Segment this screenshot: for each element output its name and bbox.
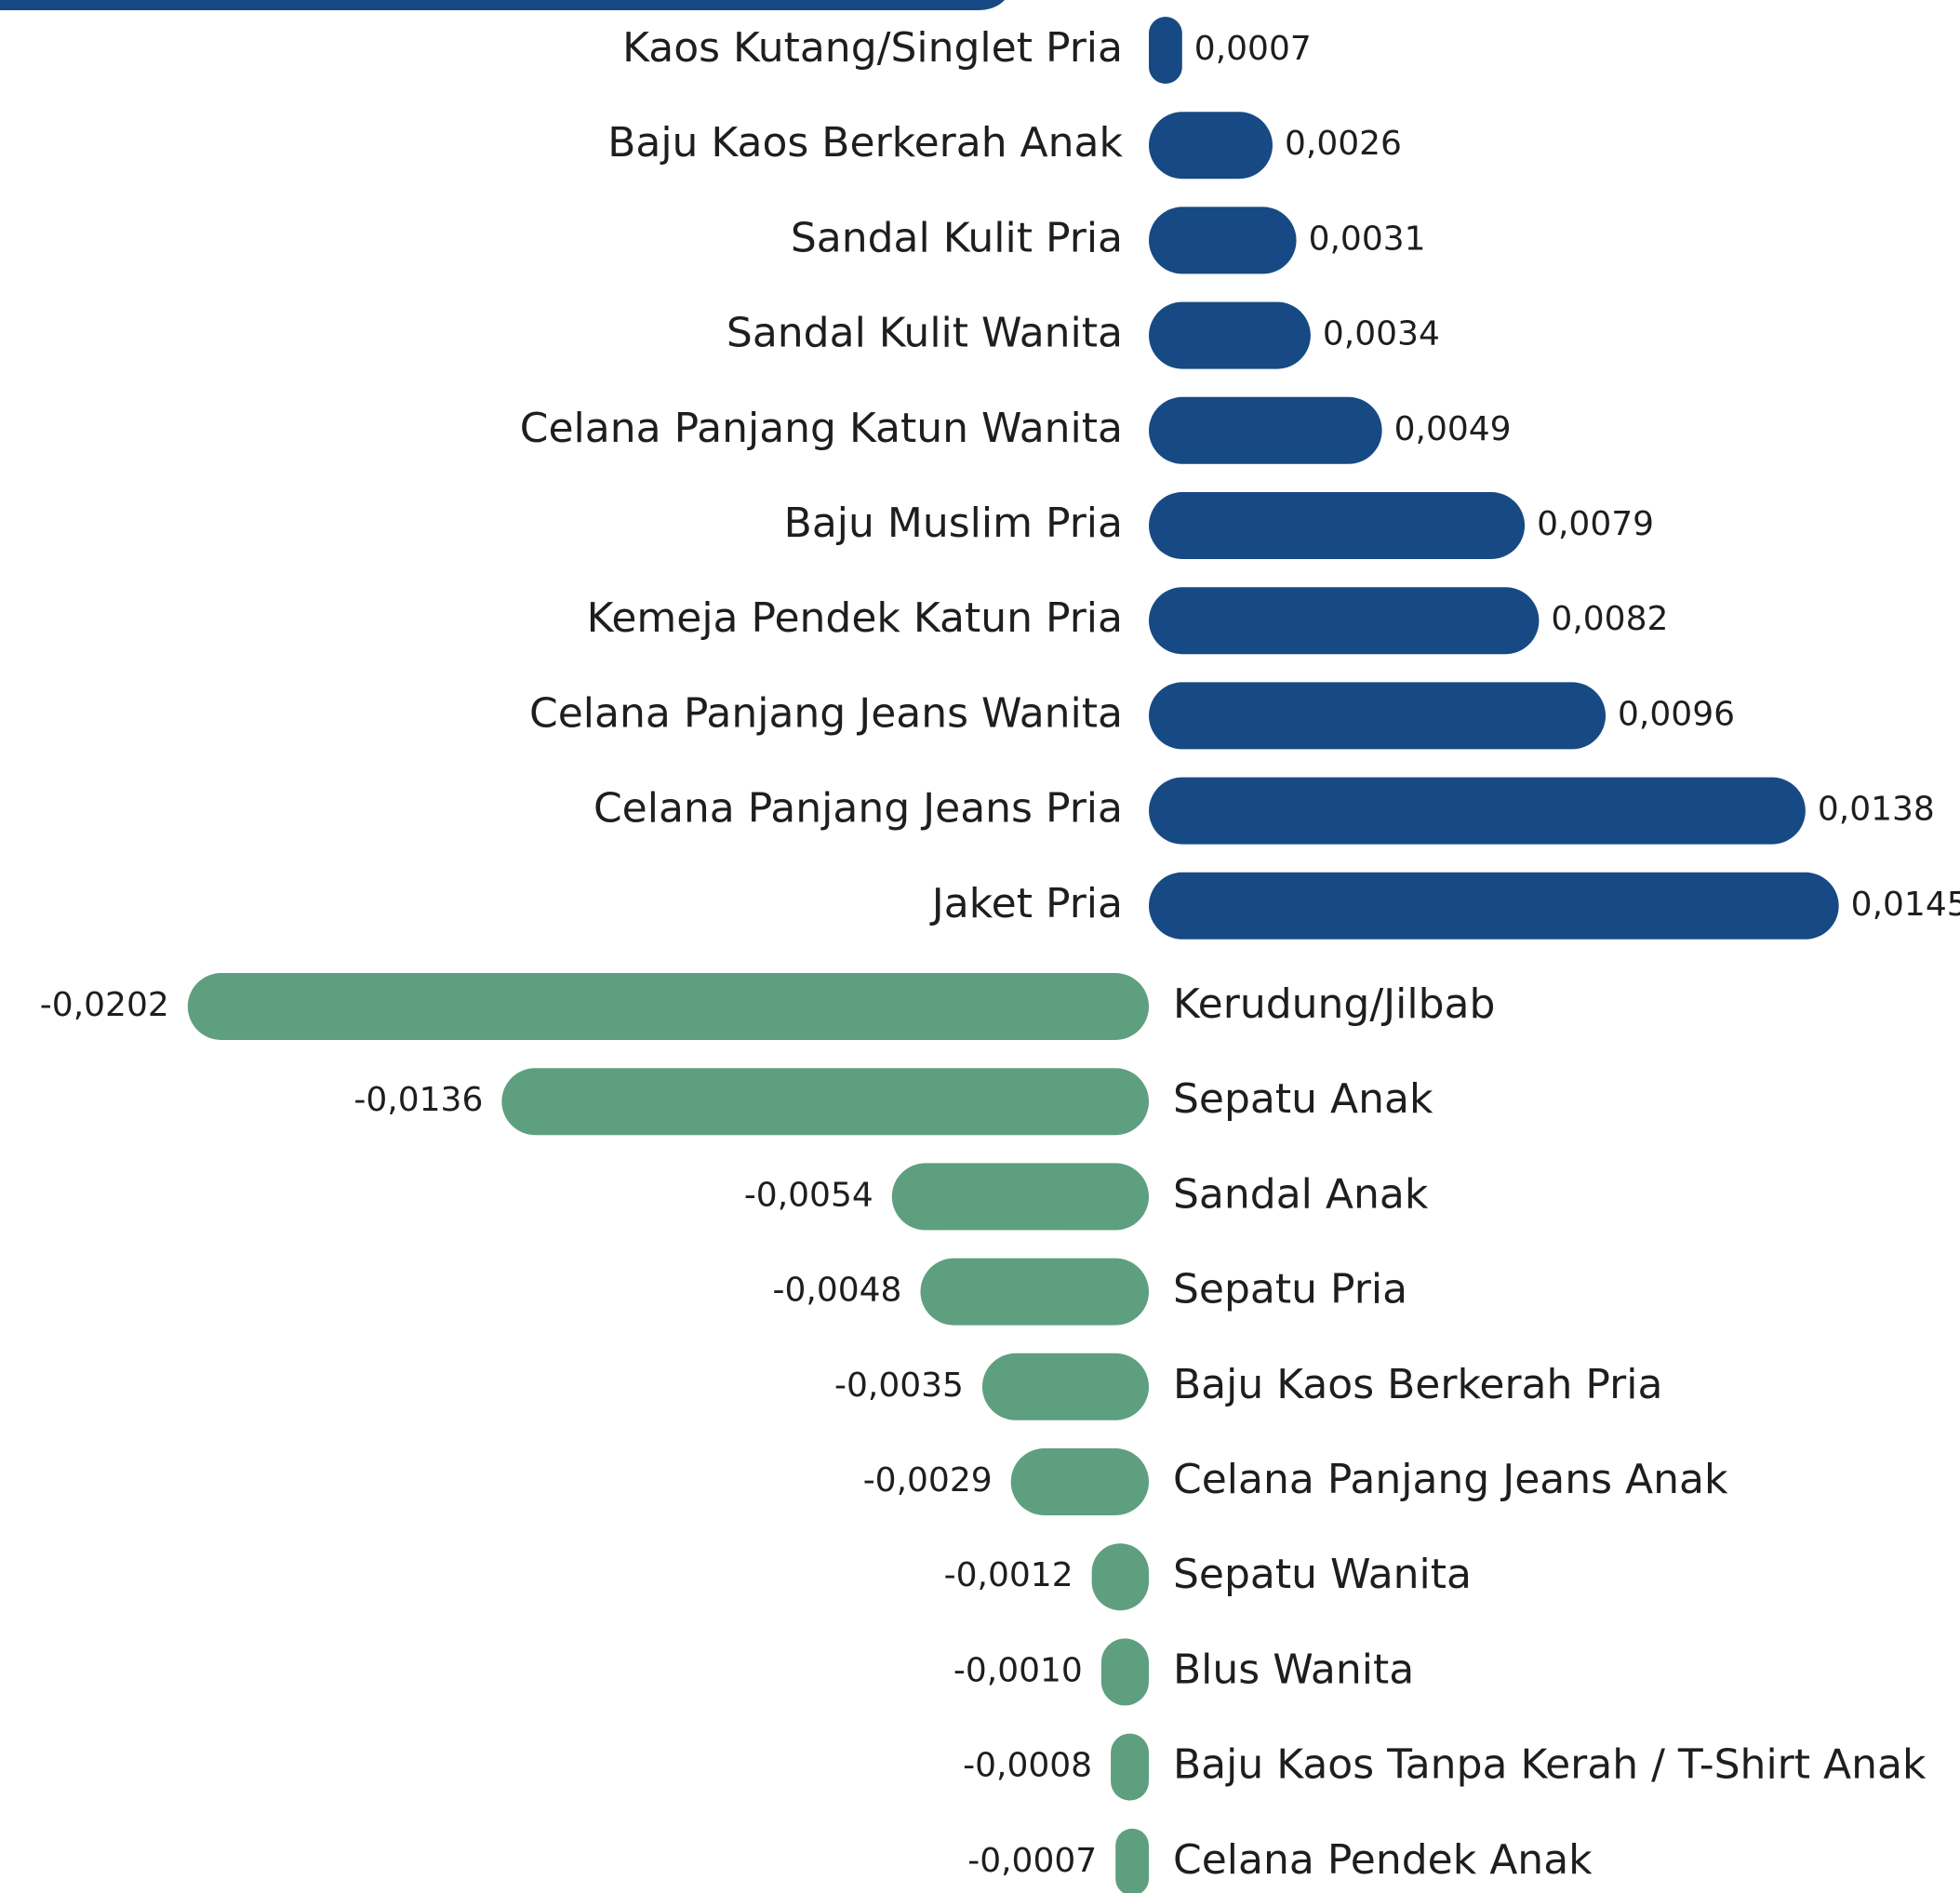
- bar: [1149, 777, 1806, 845]
- value-label: -0,0054: [744, 1176, 873, 1214]
- value-label: 0,0145: [1851, 886, 1960, 924]
- value-label: 0,0049: [1394, 410, 1512, 448]
- category-label: Baju Kaos Berkerah Pria: [1173, 1361, 1662, 1408]
- category-label: Kemeja Pendek Katun Pria: [587, 594, 1123, 642]
- value-label: 0,0007: [1194, 30, 1312, 68]
- value-label: 0,0096: [1618, 695, 1735, 733]
- value-label: 0,0031: [1309, 220, 1426, 258]
- bar: [1115, 1828, 1149, 1893]
- category-label: Baju Kaos Berkerah Anak: [607, 119, 1123, 167]
- value-label: -0,0136: [353, 1081, 483, 1119]
- value-label: -0,0202: [40, 986, 169, 1024]
- category-label: Kerudung/Jilbab: [1173, 980, 1495, 1028]
- category-label: Sepatu Anak: [1173, 1075, 1433, 1123]
- category-label: Baju Kaos Tanpa Kerah / T-Shirt Anak: [1173, 1741, 1927, 1789]
- category-label: Sandal Kulit Pria: [791, 214, 1123, 261]
- bar: [1149, 682, 1607, 750]
- value-label: 0,0026: [1285, 125, 1402, 163]
- bar: [1149, 207, 1297, 274]
- bar: [1100, 1638, 1149, 1706]
- category-label: Sepatu Pria: [1173, 1266, 1407, 1313]
- category-label: Jaket Pria: [929, 880, 1123, 927]
- bar: [920, 1258, 1149, 1326]
- bar: [1149, 301, 1311, 369]
- bar: [1149, 17, 1182, 84]
- bar: [1149, 492, 1526, 559]
- value-label: -0,0007: [967, 1842, 1097, 1880]
- value-label: 0,0138: [1818, 791, 1935, 829]
- value-label: -0,0035: [834, 1366, 964, 1405]
- category-label: Blus Wanita: [1173, 1646, 1414, 1693]
- bar: [501, 1068, 1149, 1136]
- bar: [187, 973, 1149, 1040]
- bar: [1091, 1543, 1149, 1611]
- bar: [1111, 1733, 1149, 1801]
- category-label: Celana Panjang Jeans Wanita: [529, 689, 1123, 737]
- bar: [891, 1163, 1149, 1231]
- value-label: -0,0008: [963, 1747, 1092, 1785]
- category-label: Sandal Kulit Wanita: [727, 310, 1123, 357]
- value-label: 0,0034: [1323, 315, 1440, 353]
- header-band: [0, 0, 1005, 10]
- bar: [981, 1353, 1149, 1420]
- category-label: Celana Pendek Anak: [1173, 1836, 1593, 1884]
- value-label: 0,0082: [1551, 600, 1668, 638]
- category-label: Sandal Anak: [1173, 1170, 1429, 1218]
- category-label: Celana Panjang Katun Wanita: [520, 405, 1123, 452]
- bar: [1149, 396, 1382, 464]
- value-label: -0,0010: [953, 1651, 1083, 1689]
- value-label: -0,0012: [944, 1556, 1073, 1594]
- category-label: Baju Muslim Pria: [784, 500, 1123, 547]
- bar: [1149, 872, 1839, 940]
- bar: [1010, 1448, 1149, 1515]
- value-label: -0,0029: [863, 1461, 993, 1500]
- category-label: Celana Panjang Jeans Anak: [1173, 1456, 1728, 1503]
- value-label: -0,0048: [773, 1272, 902, 1310]
- category-label: Kaos Kutang/Singlet Pria: [622, 24, 1123, 72]
- category-label: Celana Panjang Jeans Pria: [593, 785, 1123, 833]
- value-label: 0,0079: [1537, 505, 1654, 543]
- bar: [1149, 112, 1273, 180]
- category-label: Sepatu Wanita: [1173, 1551, 1472, 1598]
- bar: [1149, 587, 1540, 655]
